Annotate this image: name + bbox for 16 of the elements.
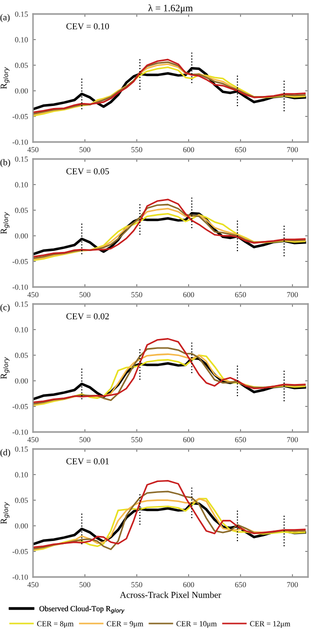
text: (d): [0, 449, 10, 458]
y-axis-title: R$_{glory}$: [0, 212, 10, 234]
y-axis-title: R$_{glory}$: [0, 67, 10, 89]
annotation: CEV = 0.05: [66, 168, 109, 174]
line-series: [33, 480, 306, 548]
annotation: CEV = 0.10: [66, 23, 109, 30]
annotation: CEV = 0.01: [66, 458, 109, 464]
text: (c): [0, 304, 10, 312]
y-axis-title: R$_{glory}$: [0, 502, 10, 524]
text: (b): [0, 159, 10, 168]
y-axis-title: R$_{glory}$: [0, 357, 10, 379]
x-axis-title: Across-Track Pixel Number: [120, 592, 222, 598]
annotation: CEV = 0.02: [66, 313, 109, 320]
chart-title: λ = 1.62μm: [148, 4, 193, 14]
line-series: [33, 338, 306, 404]
text: (a): [0, 14, 10, 22]
